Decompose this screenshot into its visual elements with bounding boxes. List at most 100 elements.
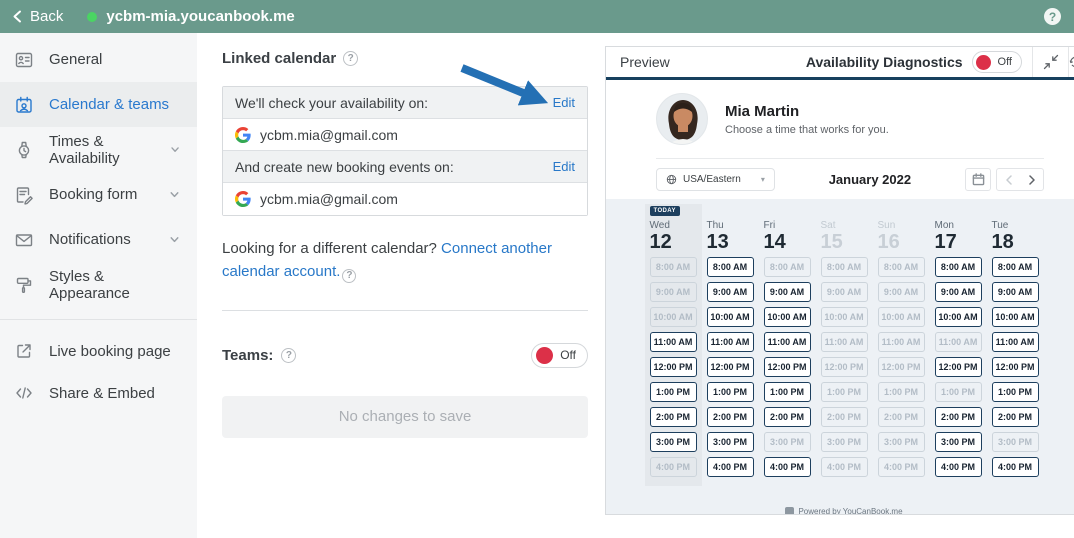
sidebar-item-styles-appearance[interactable]: Styles & Appearance [0, 262, 197, 307]
diagnostics-toggle[interactable]: Off [971, 51, 1022, 73]
caret-down-icon: ▾ [760, 175, 765, 184]
external-link-icon [17, 344, 31, 358]
day-column-sat: Sat 15 8:00 AM 9:00 AM 10:00 AM 11:00 AM 12:00… [816, 204, 873, 486]
chevron-down-icon [170, 237, 179, 243]
teams-label: Teams: [222, 346, 274, 364]
time-slot[interactable]: 4:00 PM [706, 457, 754, 477]
time-slot[interactable]: 12:00 PM [706, 357, 754, 377]
time-slot[interactable]: 10:00 AM [934, 307, 982, 327]
time-slot[interactable]: 10:00 AM [763, 307, 811, 327]
paint-roller-icon [16, 277, 32, 293]
sidebar-footer-nav: Live booking page Share & Embed [0, 330, 197, 414]
time-slot[interactable]: 8:00 AM [706, 257, 754, 277]
day-of-week-label: Wed [649, 220, 670, 231]
time-slot[interactable]: 2:00 PM [934, 407, 982, 427]
time-slot[interactable]: 9:00 AM [991, 282, 1039, 302]
time-slot[interactable]: 12:00 PM [763, 357, 811, 377]
chevron-left-icon [1005, 174, 1012, 185]
create-events-label: And create new booking events on: [235, 158, 454, 175]
time-slot[interactable]: 4:00 PM [934, 457, 982, 477]
day-of-week-label: Fri [763, 220, 776, 231]
time-slot[interactable]: 11:00 AM [649, 332, 697, 352]
sidebar-item-live-booking-page[interactable]: Live booking page [0, 330, 197, 372]
availability-grid: TODAY Wed 12 8:00 AM 9:00 AM 10:00 AM 11:00 AM… [606, 199, 1074, 514]
connect-calendar-link[interactable]: Connect another calendar account. [222, 240, 552, 281]
time-slot[interactable]: 1:00 PM [991, 382, 1039, 402]
time-slot[interactable]: 12:00 PM [649, 357, 697, 377]
timezone-value: USA/Eastern [683, 174, 741, 185]
time-slot[interactable]: 2:00 PM [706, 407, 754, 427]
time-slot[interactable]: 3:00 PM [934, 432, 982, 452]
time-slot[interactable]: 10:00 AM [991, 307, 1039, 327]
time-slot[interactable]: 2:00 PM [991, 407, 1039, 427]
collapse-preview-button[interactable] [1032, 47, 1068, 77]
timezone-select[interactable]: USA/Eastern ▾ [656, 168, 775, 191]
time-slot[interactable]: 10:00 AM [706, 307, 754, 327]
google-icon [235, 191, 251, 207]
time-slot[interactable]: 9:00 AM [763, 282, 811, 302]
time-slot[interactable]: 2:00 PM [763, 407, 811, 427]
time-slot[interactable]: 12:00 PM [934, 357, 982, 377]
month-nav [965, 168, 1044, 191]
day-header: Sun 16 [878, 207, 925, 253]
chevron-down-icon [170, 192, 179, 198]
date-label: 17 [934, 231, 957, 253]
time-slot[interactable]: 11:00 AM [991, 332, 1039, 352]
diagnostics-label: Availability Diagnostics [805, 54, 963, 70]
time-slot[interactable]: 8:00 AM [991, 257, 1039, 277]
time-slot[interactable]: 8:00 AM [934, 257, 982, 277]
sidebar-item-booking-form[interactable]: Booking form [0, 172, 197, 217]
refresh-preview-button[interactable] [1068, 47, 1074, 77]
sidebar-item-times-availability[interactable]: Times & Availability [0, 127, 197, 172]
back-button[interactable]: Back [12, 8, 63, 25]
day-of-week-label: Thu [706, 220, 724, 231]
time-slot[interactable]: 4:00 PM [763, 457, 811, 477]
connect-calendar-help-icon[interactable]: ? [342, 269, 357, 283]
time-slot: 9:00 AM [820, 282, 868, 302]
time-slot[interactable]: 12:00 PM [991, 357, 1039, 377]
time-slot: 12:00 PM [820, 357, 868, 377]
day-column-sun: Sun 16 8:00 AM 9:00 AM 10:00 AM 11:00 AM 12:00… [873, 204, 930, 486]
sidebar-item-label: Notifications [49, 231, 131, 248]
time-slot: 9:00 AM [877, 282, 925, 302]
previous-week-button[interactable] [997, 169, 1020, 190]
sidebar-item-calendar-teams[interactable]: Calendar & teams [0, 82, 197, 127]
time-slot: 10:00 AM [820, 307, 868, 327]
time-slot: 3:00 PM [991, 432, 1039, 452]
booking-account-email: ycbm.mia@gmail.com [260, 191, 398, 207]
date-label: 15 [820, 231, 843, 253]
sidebar-item-notifications[interactable]: Notifications [0, 217, 197, 262]
time-slot[interactable]: 4:00 PM [991, 457, 1039, 477]
time-slot[interactable]: 9:00 AM [706, 282, 754, 302]
general-icon [15, 52, 33, 67]
jump-to-date-button[interactable] [965, 168, 991, 191]
sidebar-item-general[interactable]: General [0, 37, 197, 82]
booking-page-title: ycbm-mia.youcanbook.me [106, 8, 295, 25]
avatar [656, 93, 708, 145]
teams-help-icon[interactable]: ? [281, 347, 297, 363]
help-icon[interactable]: ? [1044, 8, 1061, 25]
time-slot[interactable]: 1:00 PM [706, 382, 754, 402]
preview-panel: Preview Availability Diagnostics Off [605, 46, 1074, 515]
time-slot[interactable]: 3:00 PM [649, 432, 697, 452]
linked-calendar-help-icon[interactable]: ? [343, 51, 359, 66]
preview-header: Preview Availability Diagnostics Off [606, 47, 1074, 80]
time-slot: 1:00 PM [934, 382, 982, 402]
time-slot[interactable]: 11:00 AM [706, 332, 754, 352]
chevron-down-icon [171, 147, 179, 152]
teams-toggle[interactable]: Off [531, 342, 588, 368]
sidebar-nav: General Calendar & teams Times & Availabil… [0, 37, 197, 307]
check-availability-label: We'll check your availability on: [235, 94, 429, 111]
teams-row: Teams: ? Off [222, 342, 588, 368]
time-slot[interactable]: 2:00 PM [649, 407, 697, 427]
next-week-button[interactable] [1020, 169, 1043, 190]
time-slot[interactable]: 3:00 PM [706, 432, 754, 452]
save-button[interactable]: No changes to save [222, 395, 588, 438]
edit-availability-calendar-link[interactable]: Edit [552, 95, 575, 110]
time-slot[interactable]: 9:00 AM [934, 282, 982, 302]
sidebar-item-share-embed[interactable]: Share & Embed [0, 372, 197, 414]
edit-booking-calendar-link[interactable]: Edit [552, 159, 575, 174]
time-slot[interactable]: 1:00 PM [649, 382, 697, 402]
time-slot[interactable]: 11:00 AM [763, 332, 811, 352]
time-slot[interactable]: 1:00 PM [763, 382, 811, 402]
